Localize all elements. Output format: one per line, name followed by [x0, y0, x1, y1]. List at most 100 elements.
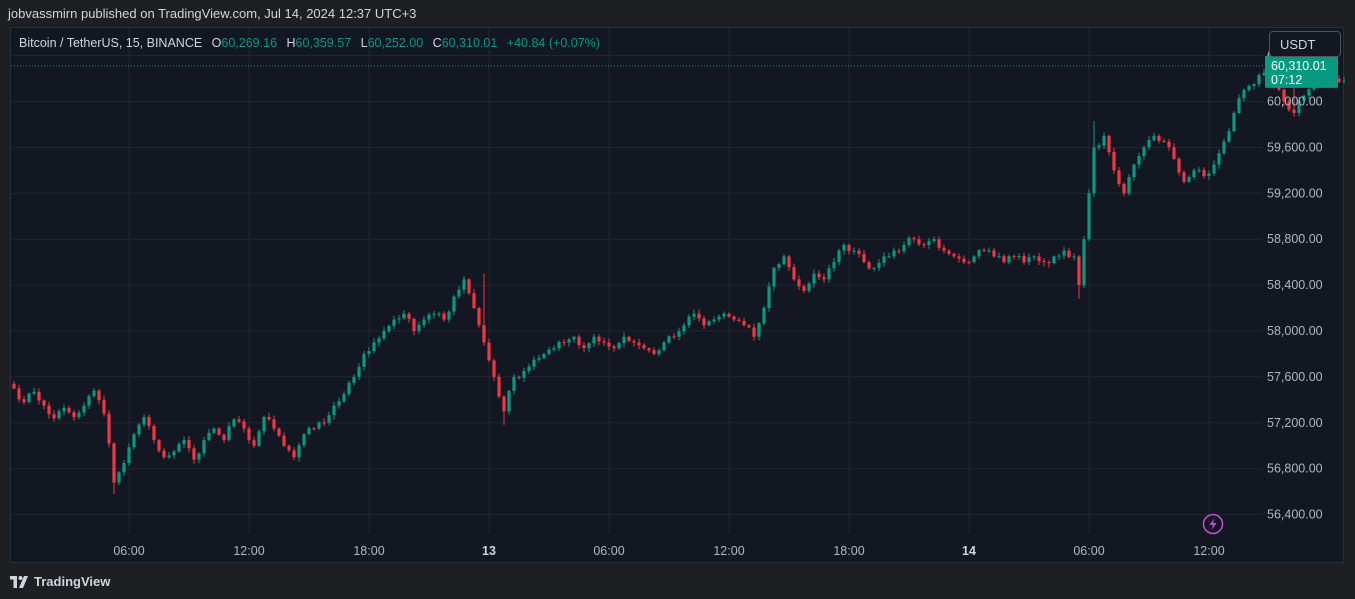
candle-body — [962, 258, 966, 263]
candle — [147, 414, 151, 430]
candle-body — [442, 313, 446, 320]
grid-lines — [11, 28, 1263, 533]
candle — [1207, 170, 1211, 181]
candle-body — [1212, 164, 1216, 174]
publication-line: jobvassmirn published on TradingView.com… — [8, 6, 417, 21]
candle — [717, 314, 721, 323]
candle — [582, 341, 586, 352]
candle-body — [1037, 256, 1041, 262]
candle-body — [1027, 257, 1031, 263]
candle — [392, 315, 396, 330]
candle — [1142, 145, 1146, 160]
candle — [507, 389, 511, 416]
candle-body — [62, 407, 66, 412]
candle — [1212, 160, 1216, 176]
candle — [1022, 252, 1026, 265]
chart-panel[interactable]: 56,400.00 56,800.00 57,200.00 57,600.00 58,0… — [10, 27, 1345, 564]
candle — [317, 421, 321, 431]
candle — [1232, 111, 1236, 133]
tradingview-logo[interactable]: TradingView — [10, 574, 110, 589]
candle — [172, 449, 176, 459]
candle — [702, 315, 706, 329]
candle-body — [1227, 131, 1231, 142]
candle — [827, 264, 831, 283]
candle-body — [112, 443, 116, 483]
candle — [492, 358, 496, 382]
candle-body — [677, 331, 681, 337]
candle — [447, 310, 451, 323]
candle-body — [452, 296, 456, 312]
candle-body — [82, 405, 86, 413]
candle-body — [227, 426, 231, 441]
candle-body — [667, 336, 671, 343]
candle — [997, 252, 1001, 259]
candle-body — [782, 256, 786, 265]
candle-body — [722, 313, 726, 317]
candle — [662, 340, 666, 352]
candle-body — [952, 253, 956, 257]
candle — [547, 346, 551, 356]
candle — [567, 337, 571, 347]
candle-body — [67, 407, 71, 413]
candle-body — [937, 239, 941, 248]
time-axis[interactable]: 06:00 12:00 18:00 13 06:00 12:00 18:00 14 06:00 1… — [113, 544, 1224, 558]
candle-body — [512, 376, 516, 391]
candle — [1247, 84, 1251, 92]
candle-body — [462, 279, 466, 290]
price-axis[interactable]: 56,400.00 56,800.00 57,200.00 57,600.00 58,0… — [1267, 49, 1323, 522]
candle — [1337, 75, 1341, 84]
candle — [757, 322, 761, 341]
candle-body — [922, 244, 926, 246]
candle-body — [282, 435, 286, 446]
candle — [972, 255, 976, 264]
close-value: 60,310.01 — [441, 36, 498, 50]
candle — [112, 441, 116, 494]
candle-body — [1217, 153, 1221, 165]
candle-body — [1142, 147, 1146, 157]
candle-body — [372, 342, 376, 352]
candle — [942, 244, 946, 254]
candle-body — [422, 319, 426, 325]
x-tick-label: 12:00 — [1193, 544, 1224, 558]
currency-button[interactable]: USDT — [1269, 31, 1341, 57]
candle — [1077, 254, 1081, 299]
candle — [1127, 174, 1131, 196]
candle-body — [527, 366, 531, 372]
candle-body — [587, 343, 591, 349]
candle — [677, 327, 681, 341]
candle-body — [332, 405, 336, 416]
candle — [1287, 98, 1291, 112]
candlestick-chart[interactable]: 56,400.00 56,800.00 57,200.00 57,600.00 58,0… — [11, 28, 1345, 564]
candle-body — [1232, 112, 1236, 132]
candle-body — [742, 320, 746, 326]
candle-body — [907, 238, 911, 245]
lightning-icon[interactable] — [1202, 513, 1224, 535]
candle-body — [92, 390, 96, 397]
candle — [1282, 88, 1286, 106]
candle-body — [57, 411, 61, 419]
candle-body — [1017, 255, 1021, 257]
candle — [767, 282, 771, 312]
candle — [952, 252, 956, 259]
candle-body — [292, 450, 296, 458]
candle-body — [917, 239, 921, 245]
candle — [627, 335, 631, 343]
candle-body — [642, 345, 646, 349]
candle — [47, 401, 51, 419]
candle — [87, 394, 91, 410]
y-tick-label: 59,600.00 — [1267, 140, 1323, 154]
candle — [1237, 94, 1241, 115]
candle — [92, 388, 96, 398]
candle-body — [17, 388, 21, 400]
candle — [812, 269, 816, 288]
candle-body — [1107, 135, 1111, 153]
candle — [1152, 132, 1156, 142]
candle — [842, 242, 846, 255]
candle-body — [877, 262, 881, 268]
candle — [732, 315, 736, 322]
candle-body — [402, 313, 406, 319]
candle — [12, 380, 16, 390]
candle — [737, 317, 741, 323]
candle — [877, 259, 881, 271]
symbol-label[interactable]: Bitcoin / TetherUS, 15, BINANCE — [19, 36, 203, 50]
